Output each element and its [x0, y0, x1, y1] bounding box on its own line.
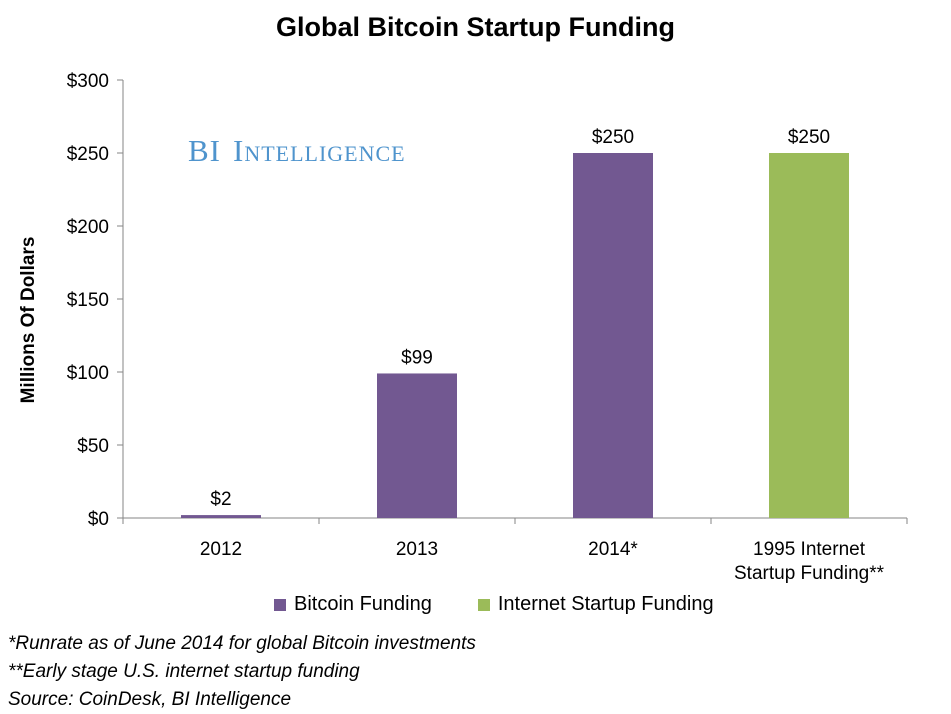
legend-swatch [477, 598, 490, 611]
x-tick-label: Startup Funding** [734, 563, 885, 584]
x-tick-label: 2014* [588, 539, 638, 560]
x-tick-label: 2013 [396, 539, 438, 560]
y-tick-label: $150 [67, 290, 109, 311]
footnote: *Runrate as of June 2014 for global Bitc… [8, 633, 476, 654]
y-tick-label: $250 [67, 144, 109, 165]
footnote: **Early stage U.S. internet startup fund… [8, 661, 360, 682]
legend-item: Bitcoin Funding [274, 593, 432, 616]
y-tick-label: $0 [88, 509, 109, 530]
x-tick-label: 1995 Internet [753, 539, 866, 560]
legend-item: Internet Startup Funding [477, 593, 714, 616]
watermark-logo: BI Intelligence [188, 133, 406, 168]
y-axis-title: Millions Of Dollars [18, 237, 39, 404]
data-label: $2 [210, 489, 231, 510]
legend-swatch [274, 598, 286, 611]
y-tick-label: $100 [67, 363, 109, 384]
bar [769, 153, 849, 518]
bar [377, 373, 457, 518]
watermark-first: BI [188, 133, 221, 168]
data-label: $99 [401, 347, 433, 368]
x-tick-label: 2012 [200, 539, 242, 560]
y-tick-label: $50 [77, 436, 109, 457]
bar [573, 153, 653, 518]
bar [181, 515, 261, 518]
legend-label: Internet Startup Funding [497, 593, 714, 615]
legend-label: Bitcoin Funding [294, 593, 432, 615]
footnotes: *Runrate as of June 2014 for global Bitc… [8, 630, 476, 714]
y-tick-label: $300 [67, 71, 109, 92]
chart-title: Global Bitcoin Startup Funding [276, 12, 675, 42]
watermark-rest: Intelligence [233, 133, 406, 168]
legend: Bitcoin Funding Internet Startup Funding [274, 593, 760, 616]
plot-area: $0 $50 $100 $150 $200 $250 $300 $2 2012 $99 2013 $2… [67, 71, 908, 584]
y-tick-label: $200 [67, 217, 109, 238]
data-label: $250 [788, 127, 830, 148]
data-label: $250 [592, 127, 634, 148]
footnote: Source: CoinDesk, BI Intelligence [8, 689, 292, 710]
